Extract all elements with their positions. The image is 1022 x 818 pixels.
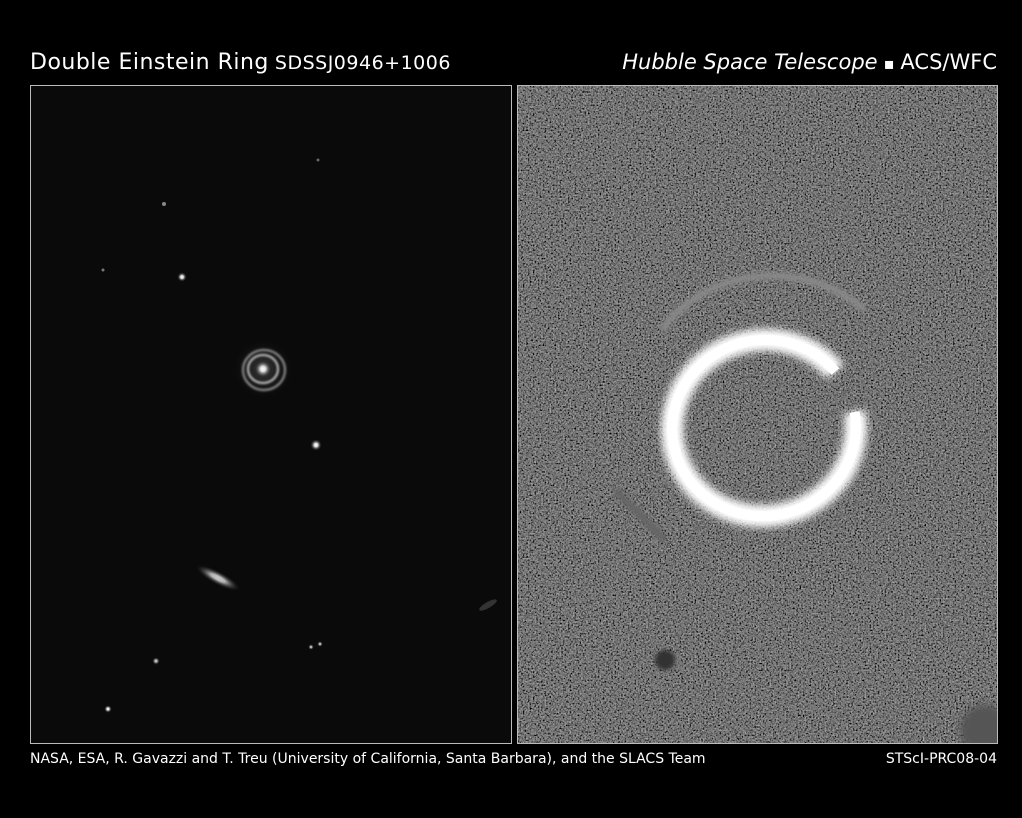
release-id: STScI-PRC08-04 [885, 751, 997, 767]
ring-image [518, 86, 997, 743]
instrument-line: Hubble Space Telescope ▪ ACS/WFC [622, 50, 997, 74]
left-panel [30, 85, 512, 744]
credit: NASA, ESA, R. Gavazzi and T. Treu (Unive… [30, 751, 706, 767]
separator: ▪ [883, 54, 895, 73]
title: Double Einstein Ring [30, 50, 269, 75]
telescope: Hubble Space Telescope [622, 50, 878, 74]
field-objects [101, 158, 497, 713]
title-line: Double Einstein Ring SDSSJ0946+1006 [30, 50, 451, 75]
instrument: ACS/WFC [900, 50, 997, 74]
object-name: SDSSJ0946+1006 [274, 52, 451, 74]
